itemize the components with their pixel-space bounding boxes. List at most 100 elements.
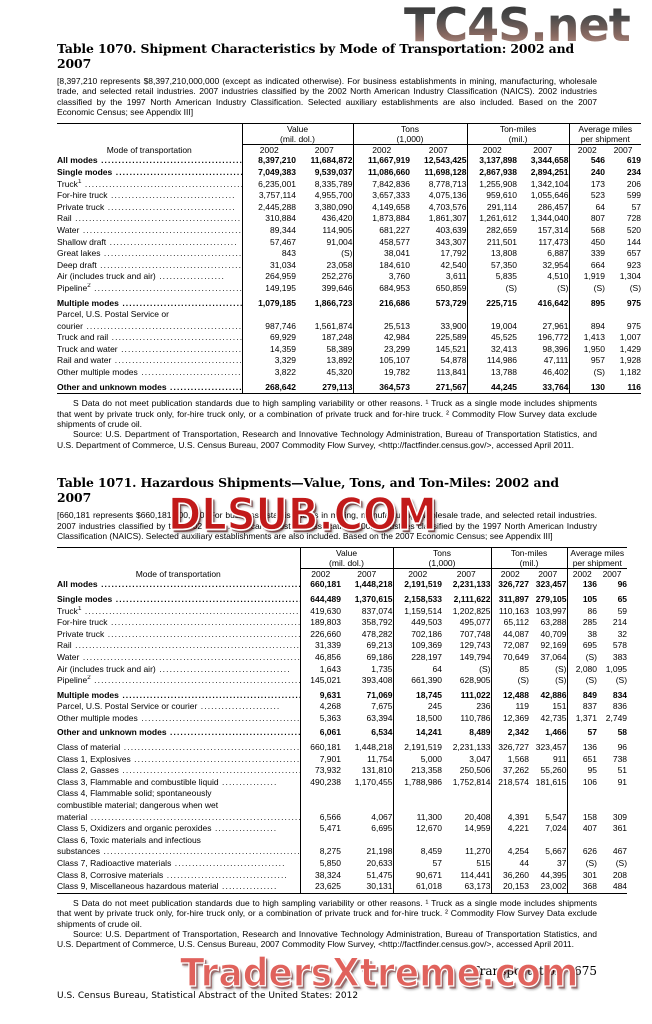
table-cell: 478,282 bbox=[361, 628, 393, 639]
table-cell: 73,932 bbox=[299, 765, 341, 777]
table-cell: 109,369 bbox=[392, 640, 443, 652]
table-row: courier ................................… bbox=[57, 320, 641, 333]
table-cell: 110,786 bbox=[460, 712, 491, 723]
table-cell: (S) bbox=[615, 675, 628, 686]
row-label: Truck1 .................................… bbox=[57, 179, 242, 191]
table-cell: 173 bbox=[568, 178, 606, 191]
table-cell: 187,248 bbox=[321, 332, 353, 343]
leader-dots: .......................... bbox=[170, 381, 242, 392]
table-cell: 393,408 bbox=[361, 675, 393, 686]
leader-dots: ........................................… bbox=[96, 259, 242, 270]
table-cell: 383 bbox=[612, 651, 628, 662]
table-cell: 117,473 bbox=[538, 236, 569, 247]
table-cell: 702,186 bbox=[392, 628, 443, 641]
table-cell: 449,503 bbox=[392, 617, 443, 629]
page-footer-section: Transportation 675 bbox=[472, 964, 597, 978]
table-cell: 91 bbox=[617, 776, 628, 787]
table-cell: 843 bbox=[241, 248, 296, 260]
table-cell: 72,087 bbox=[490, 640, 530, 652]
table-cell: 6,887 bbox=[547, 248, 569, 259]
table-cell: 2,158,533 bbox=[392, 593, 443, 606]
table-cell: 32 bbox=[617, 628, 628, 639]
table-cell: 21,198 bbox=[366, 846, 393, 857]
table-cell: 5,471 bbox=[299, 823, 341, 835]
table-cell: 3,657,333 bbox=[352, 190, 411, 202]
table-row: All modes ..............................… bbox=[57, 579, 627, 591]
table-cell: 59 bbox=[617, 605, 628, 616]
table-cell: 36,260 bbox=[490, 869, 530, 882]
table-cell: 136 bbox=[566, 742, 598, 754]
table-cell: (S) bbox=[555, 675, 567, 686]
table-cell: 326,727 bbox=[490, 579, 530, 591]
table-cell: 129,743 bbox=[459, 640, 491, 651]
leader-dots: ..................................... bbox=[117, 343, 242, 354]
row-label: Class 9, Miscellaneous hazardous materia… bbox=[57, 881, 300, 894]
table-cell bbox=[517, 309, 569, 321]
table-cell: 664 bbox=[568, 259, 606, 272]
row-label: Class 4, Flammable solid; spontaneously bbox=[57, 788, 212, 799]
table-cell bbox=[466, 309, 518, 321]
table-cell: 20,153 bbox=[490, 881, 530, 894]
table-row: Truck1 .................................… bbox=[57, 178, 641, 191]
table-cell: 57,350 bbox=[466, 259, 518, 272]
table-row: For-hire truck .........................… bbox=[57, 190, 641, 202]
table-cell: 1,182 bbox=[619, 367, 642, 378]
table-cell: 1,429 bbox=[619, 343, 642, 354]
table-cell: 4,268 bbox=[299, 701, 341, 713]
table-cell: (S) bbox=[555, 663, 567, 674]
group-header-tons: Tons (1,000) bbox=[392, 547, 492, 569]
table-row: Rail ...................................… bbox=[57, 213, 641, 225]
leader-dots: ........................................… bbox=[90, 282, 242, 293]
table-cell: 7,675 bbox=[371, 701, 393, 712]
group-header-avgmiles: Average miles per shipment bbox=[566, 547, 628, 569]
leader-dots: ..................................... bbox=[106, 236, 238, 247]
table-cell: 33,764 bbox=[517, 381, 570, 395]
table-cell: 458,577 bbox=[352, 236, 411, 249]
table-cell bbox=[529, 800, 567, 812]
footnote-marker: 1 bbox=[77, 605, 82, 612]
table-cell: 136 bbox=[566, 579, 598, 591]
table-cell: 105,107 bbox=[352, 355, 411, 368]
leader-dots: ........................................… bbox=[84, 605, 300, 616]
table-cell: 14,241 bbox=[392, 727, 443, 740]
group-header-value: Value (mil. dol.) bbox=[299, 547, 394, 569]
table-row: Truck and water ........................… bbox=[57, 343, 642, 356]
year-header: 2007 bbox=[529, 568, 568, 580]
table-cell: 240 bbox=[568, 166, 606, 179]
table-cell: (S) bbox=[568, 282, 606, 295]
table-cell: 144 bbox=[626, 236, 642, 247]
table-cell bbox=[566, 800, 598, 812]
table-cell: 271,567 bbox=[410, 381, 468, 395]
table-cell: 1,342,104 bbox=[530, 178, 569, 189]
table-cell: 1,866,723 bbox=[314, 297, 353, 308]
table-cell: 11,086,660 bbox=[352, 166, 411, 179]
table-cell: 1,861,307 bbox=[428, 213, 467, 224]
table-cell: 4,391 bbox=[490, 811, 530, 824]
table-row: Water ..................................… bbox=[57, 224, 641, 237]
table-cell: 33,900 bbox=[440, 320, 467, 331]
table-cell: 1,344,040 bbox=[530, 213, 569, 224]
table-cell: 3,760 bbox=[352, 271, 411, 283]
table-cell: 19,004 bbox=[466, 320, 518, 333]
table-cell: 151 bbox=[552, 701, 567, 712]
table-cell: 546 bbox=[568, 155, 606, 167]
table-cell: 1,079,185 bbox=[241, 297, 296, 310]
table-cell: 236 bbox=[476, 701, 491, 712]
row-label: Air (includes truck and air) ...........… bbox=[57, 663, 291, 674]
table-cell: 1,413 bbox=[568, 332, 606, 344]
leader-dots: ........................................… bbox=[82, 651, 300, 662]
table-cell: 37,064 bbox=[540, 651, 567, 662]
table-cell: 181,615 bbox=[535, 776, 567, 787]
leader-dots: ........................................… bbox=[122, 689, 300, 700]
table-cell: 660,181 bbox=[299, 579, 341, 591]
table-cell: 51,475 bbox=[366, 869, 393, 880]
leader-dots: ........................................… bbox=[104, 628, 300, 639]
table-cell bbox=[442, 835, 491, 847]
group-unit: (mil. dol.) bbox=[280, 134, 315, 145]
table-cell bbox=[341, 788, 393, 800]
row-label: Air (includes truck and air) ...........… bbox=[57, 271, 225, 282]
table-cell bbox=[341, 800, 393, 812]
table-cell: 17,792 bbox=[440, 248, 467, 259]
table-cell: 416,642 bbox=[537, 297, 569, 308]
group-label: Tons bbox=[401, 124, 419, 135]
